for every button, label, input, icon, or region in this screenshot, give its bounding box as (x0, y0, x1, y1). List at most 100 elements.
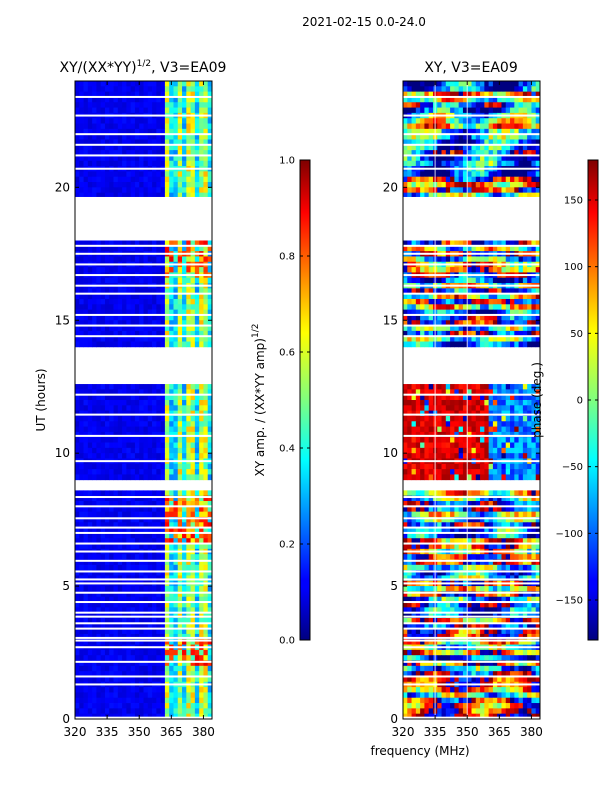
amplitude-heat-cell (79, 671, 84, 677)
phase-heat-cell (467, 314, 472, 321)
phase-heat-cell (522, 102, 528, 108)
phase-heat-cell (458, 314, 464, 321)
amplitude-heat-cell (87, 150, 93, 156)
amplitude-data-gap-line (75, 550, 212, 553)
amplitude-heat-cell (75, 415, 80, 422)
amplitude-heat-cell (207, 564, 212, 571)
amplitude-heat-cell (164, 128, 170, 135)
amplitude-heat-cell (130, 150, 136, 156)
amplitude-heat-cell (186, 447, 191, 454)
phase-heat-cell (441, 128, 447, 135)
amplitude-heat-cell (104, 267, 110, 273)
amplitude-heat-cell (109, 501, 114, 507)
phase-heat-cell (407, 256, 412, 263)
amplitude-heat-cell (182, 144, 187, 151)
amplitude-heat-cell (199, 617, 204, 624)
amplitude-heat-cell (164, 96, 170, 103)
phase-heat-cell (462, 118, 468, 124)
amplitude-heat-cell (186, 543, 191, 550)
amplitude-heat-cell (152, 155, 157, 162)
amplitude-heat-cell (96, 139, 102, 146)
amplitude-heat-cell (96, 309, 102, 316)
phase-heat-cell (424, 394, 430, 401)
amplitude-heat-cell (134, 463, 140, 470)
amplitude-heat-cell (177, 118, 183, 124)
amplitude-heat-cell (203, 617, 209, 624)
amplitude-heat-cell (100, 394, 106, 401)
phase-heat-cell (518, 330, 524, 337)
amplitude-heat-cell (160, 564, 166, 571)
amplitude-heat-cell (104, 431, 110, 438)
amplitude-heat-cell (194, 139, 200, 146)
amplitude-heat-cell (182, 453, 187, 459)
phase-heat-cell (462, 320, 468, 326)
amplitude-heat-cell (139, 314, 144, 321)
amplitude-heat-cell (87, 506, 93, 513)
phase-heat-cell (441, 81, 447, 87)
phase-heat-cell (497, 341, 502, 348)
phase-heat-cell (428, 298, 434, 305)
amplitude-heat-cell (117, 655, 123, 661)
phase-heat-cell (411, 267, 417, 273)
amplitude-heat-cell (152, 575, 157, 582)
amplitude-heat-cell (190, 96, 196, 103)
amplitude-heat-cell (96, 501, 102, 507)
phase-heat-cell (488, 81, 494, 87)
amplitude-heat-cell (122, 330, 127, 337)
amplitude-heat-cell (130, 495, 136, 502)
phase-heat-cell (510, 389, 515, 396)
phase-heat-cell (531, 128, 537, 135)
phase-heat-cell (501, 128, 507, 135)
amplitude-heat-cell (186, 107, 191, 114)
amplitude-heat-cell (126, 309, 132, 316)
amplitude-heat-cell (186, 415, 191, 422)
amplitude-heat-cell (160, 288, 166, 295)
amplitude-heat-cell (109, 144, 114, 151)
amplitude-heat-cell (126, 240, 132, 247)
amplitude-heat-cell (109, 511, 114, 518)
phase-heat-cell (411, 160, 417, 167)
amplitude-heat-cell (126, 107, 132, 114)
amplitude-heat-cell (194, 304, 200, 311)
amplitude-heat-cell (199, 96, 204, 103)
amplitude-data-gap-line (75, 627, 212, 630)
amplitude-heat-cell (134, 437, 140, 443)
phase-heat-cell (454, 288, 460, 295)
amplitude-heat-cell (160, 692, 166, 699)
amplitude-heat-cell (113, 575, 119, 582)
amplitude-heat-cell (169, 298, 174, 305)
amplitude-heat-cell (190, 314, 196, 321)
amplitude-heat-cell (122, 341, 127, 348)
phase-heat-cell (480, 320, 485, 326)
phase-heat-cell (420, 160, 425, 167)
amplitude-heat-cell (139, 586, 144, 592)
amplitude-heat-cell (100, 187, 106, 194)
phase-heat-cell (415, 293, 421, 300)
phase-heat-cell (437, 293, 442, 300)
amplitude-heat-cell (164, 442, 170, 449)
phase-heat-cell (488, 187, 494, 194)
amplitude-heat-cell (117, 676, 123, 683)
phase-heat-cell (475, 81, 481, 87)
amplitude-heat-cell (79, 298, 84, 305)
amplitude-heat-cell (109, 437, 114, 443)
phase-heat-cell (441, 245, 447, 252)
amplitude-heat-cell (169, 150, 174, 156)
phase-heat-cell (420, 277, 425, 284)
amplitude-heat-cell (169, 703, 174, 709)
amplitude-heat-cell (152, 655, 157, 661)
amplitude-heat-cell (134, 713, 140, 719)
amplitude-heat-cell (182, 256, 187, 263)
amplitude-heat-cell (177, 309, 183, 316)
amplitude-heat-cell (169, 628, 174, 635)
amplitude-heat-cell (152, 304, 157, 311)
amplitude-heat-cell (186, 495, 191, 502)
phase-heat-cell (454, 298, 460, 305)
amplitude-heat-cell (113, 86, 119, 93)
phase-heat-cell (488, 176, 494, 183)
phase-heat-cell (467, 81, 472, 87)
amplitude-heat-cell (199, 182, 204, 188)
amplitude-heat-cell (122, 155, 127, 162)
amplitude-heat-cell (126, 81, 132, 87)
phase-heat-cell (462, 134, 468, 140)
